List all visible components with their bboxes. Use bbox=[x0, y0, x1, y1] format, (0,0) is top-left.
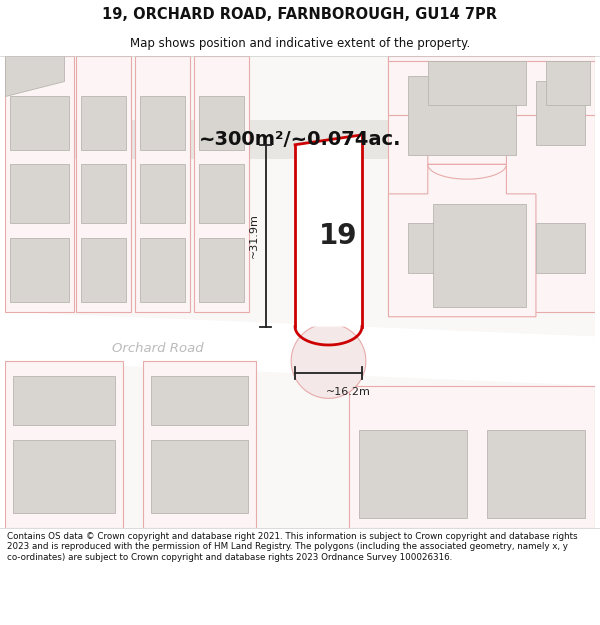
Polygon shape bbox=[81, 238, 126, 302]
Polygon shape bbox=[5, 56, 595, 528]
Text: 19, ORCHARD ROAD, FARNBOROUGH, GU14 7PR: 19, ORCHARD ROAD, FARNBOROUGH, GU14 7PR bbox=[103, 6, 497, 21]
Polygon shape bbox=[81, 164, 126, 223]
Polygon shape bbox=[536, 223, 585, 272]
Polygon shape bbox=[194, 56, 249, 312]
Polygon shape bbox=[359, 430, 467, 518]
Text: 19: 19 bbox=[319, 222, 358, 249]
Polygon shape bbox=[295, 135, 362, 327]
Text: Orchard Road: Orchard Road bbox=[112, 342, 203, 355]
Polygon shape bbox=[5, 56, 64, 96]
Text: Map shows position and indicative extent of the property.: Map shows position and indicative extent… bbox=[130, 38, 470, 51]
Polygon shape bbox=[546, 61, 590, 106]
Polygon shape bbox=[388, 149, 536, 317]
Polygon shape bbox=[151, 439, 248, 513]
Polygon shape bbox=[10, 238, 69, 302]
Polygon shape bbox=[5, 120, 595, 159]
Polygon shape bbox=[428, 140, 506, 179]
Polygon shape bbox=[13, 376, 115, 425]
Polygon shape bbox=[408, 76, 516, 154]
Polygon shape bbox=[10, 164, 69, 223]
Polygon shape bbox=[291, 324, 366, 398]
Polygon shape bbox=[81, 96, 126, 149]
Polygon shape bbox=[135, 56, 190, 312]
Polygon shape bbox=[143, 361, 256, 528]
Polygon shape bbox=[76, 56, 131, 312]
Text: ~16.2m: ~16.2m bbox=[326, 388, 371, 398]
Polygon shape bbox=[13, 439, 115, 513]
Polygon shape bbox=[140, 238, 185, 302]
Polygon shape bbox=[388, 56, 595, 312]
Polygon shape bbox=[536, 81, 585, 145]
Polygon shape bbox=[408, 223, 467, 272]
Polygon shape bbox=[199, 164, 244, 223]
Polygon shape bbox=[487, 430, 585, 518]
Polygon shape bbox=[199, 96, 244, 149]
Polygon shape bbox=[199, 238, 244, 302]
Text: ~31.9m: ~31.9m bbox=[249, 213, 259, 258]
Polygon shape bbox=[349, 386, 595, 528]
Polygon shape bbox=[433, 204, 526, 307]
Polygon shape bbox=[428, 61, 526, 106]
Polygon shape bbox=[5, 312, 595, 386]
Text: ~300m²/~0.074ac.: ~300m²/~0.074ac. bbox=[199, 130, 401, 149]
Polygon shape bbox=[140, 164, 185, 223]
Polygon shape bbox=[5, 361, 123, 528]
Polygon shape bbox=[388, 56, 595, 61]
Polygon shape bbox=[151, 376, 248, 425]
Polygon shape bbox=[5, 56, 74, 312]
Polygon shape bbox=[10, 96, 69, 149]
Text: Contains OS data © Crown copyright and database right 2021. This information is : Contains OS data © Crown copyright and d… bbox=[7, 532, 578, 562]
Polygon shape bbox=[388, 56, 595, 115]
Polygon shape bbox=[140, 96, 185, 149]
